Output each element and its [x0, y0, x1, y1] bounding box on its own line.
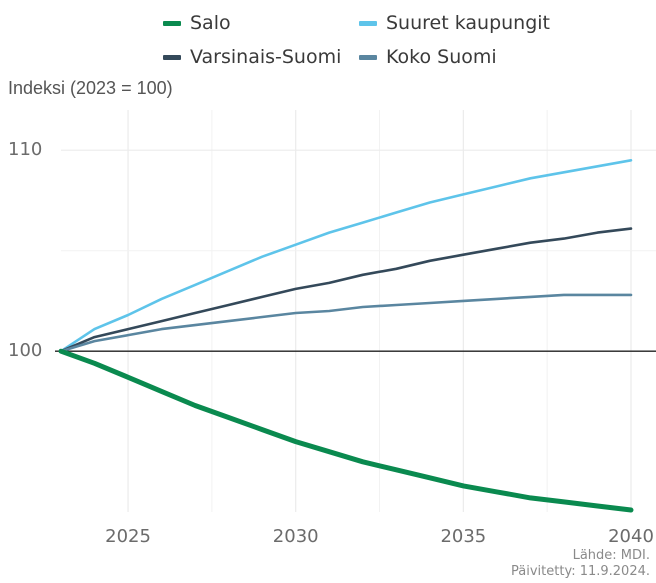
- legend-item-suuret-kaupungit: Suuret kaupungit: [359, 12, 550, 34]
- legend-swatch-koko-suomi: [359, 54, 377, 60]
- legend-item-varsinais-suomi: Varsinais-Suomi: [163, 46, 341, 68]
- source-line: Lähde: MDI.: [572, 548, 650, 563]
- x-tick-label: 2035: [440, 526, 486, 547]
- series-line-varsinais-suomi: [59, 227, 633, 353]
- legend-swatch-salo: [163, 20, 181, 26]
- legend-item-koko-suomi: Koko Suomi: [359, 46, 497, 68]
- series-line-suuret-kaupungit: [59, 159, 633, 353]
- tick-labels: 2025 2030 2035 2040 100 110: [8, 139, 654, 547]
- legend-label-koko-suomi: Koko Suomi: [386, 46, 497, 68]
- legend-swatch-suuret-kaupungit: [359, 20, 377, 26]
- series-line-koko-suomi: [59, 293, 633, 353]
- y-tick-label: 100: [8, 340, 42, 361]
- y-axis-title: Indeksi (2023 = 100): [8, 78, 173, 98]
- chart-legend: Salo Suuret kaupungit Varsinais-Suomi Ko…: [0, 0, 656, 80]
- x-tick-label: 2030: [273, 526, 319, 547]
- source-note: Lähde: MDI. Päivitetty: 11.9.2024.: [511, 548, 650, 580]
- updated-line: Päivitetty: 11.9.2024.: [511, 564, 650, 579]
- series-line-salo: [58, 348, 634, 513]
- legend-label-suuret-kaupungit: Suuret kaupungit: [386, 12, 551, 34]
- legend-item-salo: Salo: [163, 12, 231, 34]
- legend-label-salo: Salo: [190, 12, 231, 34]
- y-tick-label: 110: [8, 139, 42, 160]
- x-tick-label: 2040: [608, 526, 654, 547]
- grid-lines: [61, 110, 656, 512]
- legend-label-varsinais-suomi: Varsinais-Suomi: [190, 46, 342, 68]
- series-lines: [58, 159, 634, 513]
- x-tick-label: 2025: [105, 526, 151, 547]
- legend-swatch-varsinais-suomi: [163, 54, 181, 60]
